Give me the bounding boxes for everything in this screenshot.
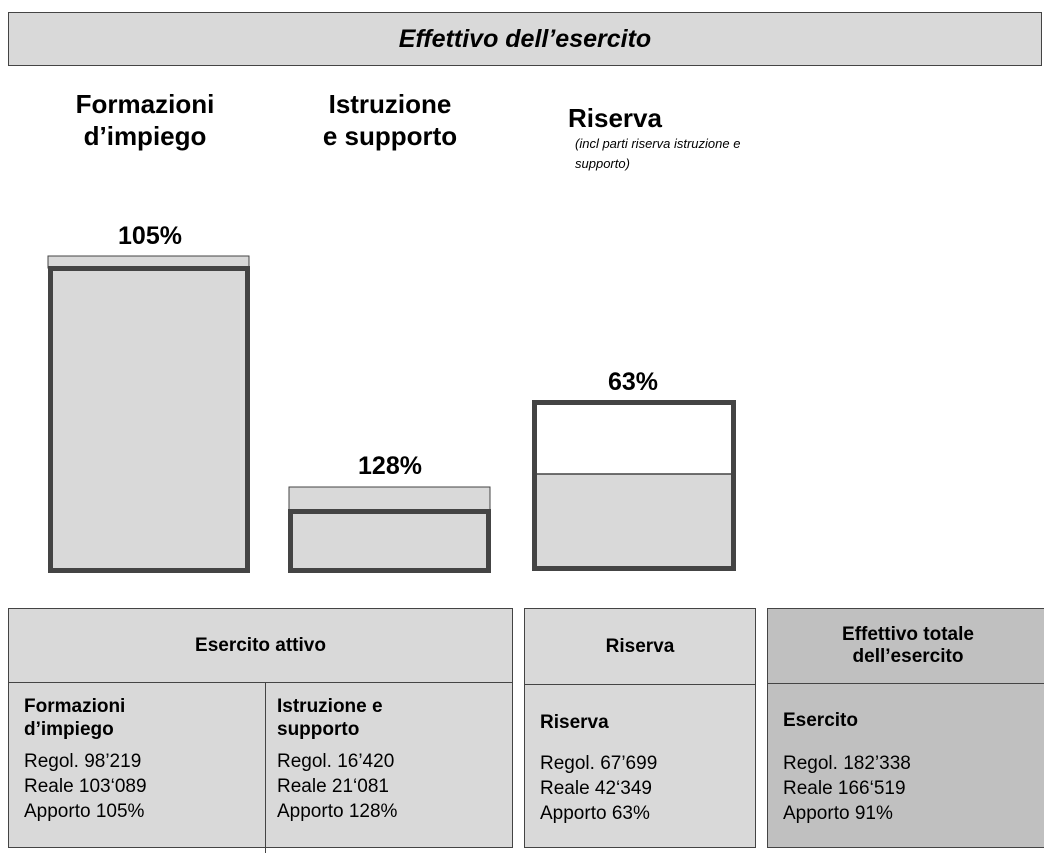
- cell-title: Riserva: [540, 712, 609, 733]
- cell-title: Esercito: [783, 710, 858, 731]
- cell-line: Regol. 67’699: [540, 753, 658, 774]
- divider: [265, 683, 266, 853]
- table-header: Esercito attivo: [9, 609, 512, 683]
- header-text: Esercito attivo: [195, 634, 326, 656]
- header-text: Effettivo totale: [842, 624, 974, 645]
- table-box: Esercito attivo Formazioni d’impiego Reg…: [8, 608, 513, 853]
- target-bar: [48, 266, 250, 573]
- cell-line: Regol. 182’338: [783, 753, 911, 774]
- cell-title: Formazioni: [24, 696, 126, 717]
- cell-title: supporto: [277, 719, 360, 740]
- cell-title: Istruzione e: [277, 696, 383, 717]
- heading-line: Istruzione: [328, 89, 452, 119]
- column-note: (incl parti riserva istruzione e support…: [575, 134, 740, 174]
- cell-line: Regol. 98’219: [24, 751, 142, 772]
- cell-line: Reale 21‘081: [277, 776, 389, 797]
- table-box: Effettivo totale dell’esercito Esercito …: [767, 608, 1044, 848]
- cell-line: Apporto 105%: [24, 801, 145, 822]
- actual-bar: [535, 474, 732, 567]
- percent-label: 63%: [607, 368, 659, 396]
- cell-line: Reale 103‘089: [24, 776, 147, 797]
- header-text: dell’esercito: [852, 646, 964, 667]
- heading-line: e supporto: [322, 121, 458, 151]
- note-line: supporto): [575, 156, 630, 171]
- cell-line: Apporto 63%: [540, 803, 650, 824]
- heading-line: d’impiego: [83, 121, 207, 151]
- cell-line: Regol. 16’420: [277, 751, 395, 772]
- cell: Riserva Regol. 67’699 Reale 42‘349 Appor…: [540, 711, 657, 826]
- cell-line: Apporto 128%: [277, 801, 398, 822]
- bars: [47, 255, 736, 573]
- column-heading: Riserva: [568, 102, 662, 134]
- column-heading: Formazioni d’impiego: [45, 88, 245, 152]
- table-header: Effettivo totale dell’esercito: [768, 609, 1044, 684]
- cell-line: Reale 42‘349: [540, 778, 652, 799]
- column-heading: Istruzione e supporto: [290, 88, 490, 152]
- target-bar: [288, 509, 491, 573]
- title-bar: Effettivo dell’esercito: [8, 12, 1042, 66]
- table-header: Riserva: [525, 609, 755, 685]
- header-text: Riserva: [605, 635, 675, 657]
- heading-line: Riserva: [568, 103, 662, 133]
- target-bar: [532, 400, 736, 571]
- percent-label: 128%: [358, 452, 422, 480]
- title: Effettivo dell’esercito: [398, 24, 652, 53]
- actual-bar: [288, 486, 491, 512]
- cell: Formazioni d’impiego Regol. 98’219 Reale…: [24, 695, 147, 824]
- table-box: Riserva Riserva Regol. 67’699 Reale 42‘3…: [524, 608, 756, 848]
- cell: Esercito Regol. 182’338 Reale 166‘519 Ap…: [783, 709, 911, 826]
- cell-line: Reale 166‘519: [783, 778, 906, 799]
- percent-label: 105%: [118, 222, 182, 250]
- note-line: (incl parti riserva istruzione e: [575, 136, 741, 151]
- cell-line: Apporto 91%: [783, 803, 893, 824]
- cell-title: d’impiego: [24, 719, 114, 740]
- heading-line: Formazioni: [75, 89, 215, 119]
- cell: Istruzione e supporto Regol. 16’420 Real…: [277, 695, 397, 824]
